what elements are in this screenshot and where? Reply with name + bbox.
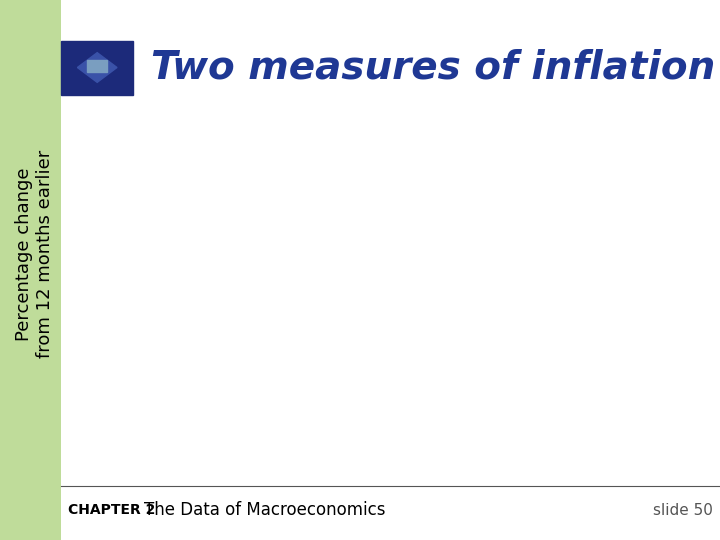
- Bar: [61, 40, 133, 94]
- Text: The Data of Macroeconomics: The Data of Macroeconomics: [144, 501, 385, 519]
- Polygon shape: [78, 53, 117, 82]
- Text: slide 50: slide 50: [653, 503, 713, 518]
- Bar: [87, 60, 107, 72]
- Text: Two measures of inflation in the U.S.: Two measures of inflation in the U.S.: [151, 49, 720, 86]
- Text: CHAPTER 2: CHAPTER 2: [68, 503, 156, 517]
- Text: Percentage change
from 12 months earlier: Percentage change from 12 months earlier: [15, 150, 54, 358]
